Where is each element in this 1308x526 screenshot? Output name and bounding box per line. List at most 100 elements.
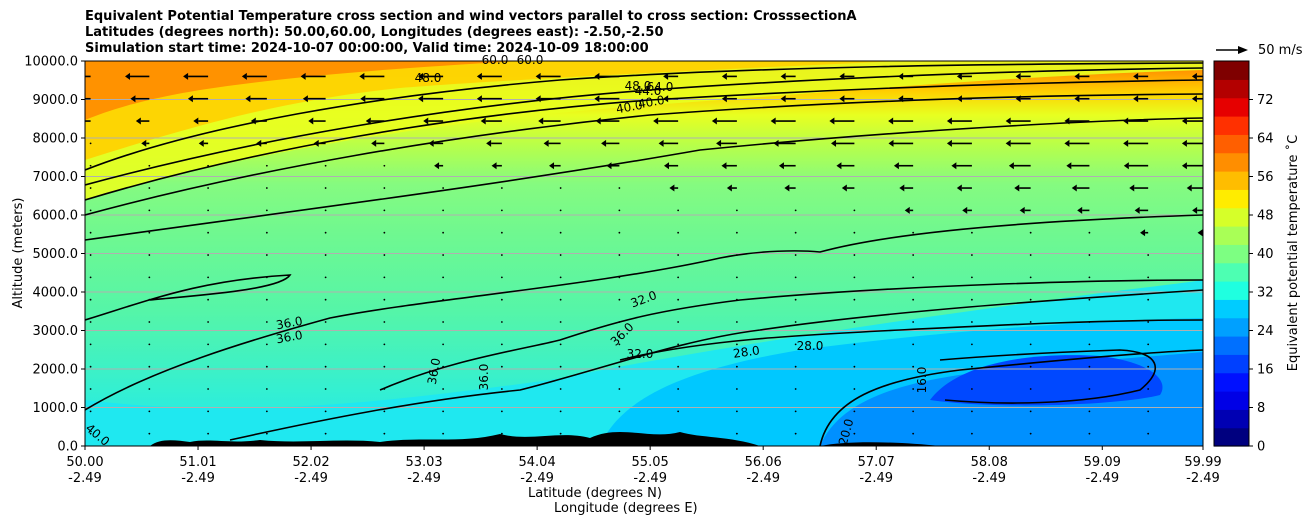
wind-vector [794,276,797,279]
wind-vector [1029,388,1032,390]
wind-vector-head [245,95,251,103]
wind-vector [207,209,210,212]
colorbar-swatch [1214,61,1249,80]
wind-vector [735,254,738,256]
wind-vector [324,187,327,189]
wind-vector [794,343,797,346]
wind-vector [89,142,92,145]
x-axis-label: Latitude (degrees N) [528,486,662,501]
wind-vector [1206,321,1208,323]
colorbar-swatch [1214,427,1249,447]
colorbar-swatch [1214,152,1249,172]
wind-vector [383,164,386,167]
wind-vector [1147,298,1150,301]
wind-vector-head [183,72,189,80]
y-axis: 0.0 1000.0 2000.0 3000.0 4000.0 5000.0 6000.0 7… [24,55,85,455]
wind-vector-head [365,117,371,125]
wind-vector-head [1140,229,1146,237]
wind-vector-head [141,139,147,147]
y-tick-label: 10000.0 [24,55,78,70]
wind-vector [677,365,680,368]
colorbar-swatch [1214,134,1249,154]
wind-vector-head [1014,184,1020,192]
contour-label: 28.0 [732,343,760,361]
wind-vector [383,321,386,323]
colorbar-tick-label: 64 [1257,132,1274,147]
wind-vector [1088,365,1091,368]
wind-vectors [85,72,1208,435]
wind-vector [618,298,621,301]
wind-vector-head [125,72,131,80]
wind-vector-head [669,184,675,192]
wind-vector-head [486,139,492,147]
wind-vector-head [831,139,837,147]
wind-vector-head [663,95,669,103]
wind-vector-head [606,162,612,170]
wind-vector [618,388,621,390]
wind-vector-head [371,139,377,147]
colorbar-swatch [1214,409,1249,429]
wind-vector [500,410,503,413]
wind-vector [89,276,92,279]
wind-vector-head [839,95,845,103]
wind-vector [618,365,621,368]
wind-vector [1029,343,1032,346]
wind-vector [1088,298,1091,301]
wind-vector [559,388,562,390]
wind-vector [794,321,797,323]
x-tick-label-lat: 53.03 [405,455,442,470]
wind-vector [794,388,797,390]
wind-vector-head [1077,206,1083,214]
wind-vector-head [418,72,424,80]
wind-vector [89,209,92,212]
wind-vector [559,187,562,189]
colorbar-tick-label: 24 [1257,324,1274,339]
contour-label: 36.0 [275,328,304,346]
y-tick-label: 4000.0 [33,286,79,301]
wind-vector [324,298,327,301]
vector-key-label: 50 m/s [1258,43,1303,58]
wind-vector [853,209,856,212]
warm-region-core [85,61,900,160]
wind-vector [971,231,973,234]
wind-vector [442,388,445,390]
wind-vector-head [1066,162,1072,170]
wind-vector [442,365,445,368]
wind-vector [265,343,268,346]
wind-vector-head [841,184,847,192]
x-tick-label-lat: 52.02 [292,455,329,470]
wind-vector [265,209,268,212]
wind-vector [735,410,738,413]
wind-vector-head [1005,139,1011,147]
wind-vector [324,388,327,390]
wind-vector [1088,343,1091,346]
wind-vector [1206,276,1208,278]
x-tick-label-lat: 59.09 [1084,455,1121,470]
wind-vector [207,231,210,234]
wind-vector [207,321,210,323]
wind-vector [89,343,92,346]
wind-vector [677,276,680,279]
wind-vector [1029,410,1032,413]
x-tick-label-lon: -2.49 [520,471,554,486]
wind-vector [383,254,386,256]
wind-vector [559,432,562,435]
wind-vector-head [946,139,952,147]
wind-vector [971,321,973,323]
wind-vector [148,388,151,390]
chart-title-line-1: Equivalent Potential Temperature cross s… [85,9,857,24]
colorbar-swatch [1214,226,1249,245]
wind-vector [1206,343,1208,345]
colorbar-swatch [1214,189,1249,209]
wind-vector-head [726,184,732,192]
wind-vector-head [135,117,141,125]
wind-vector [1088,410,1091,413]
wind-vector [148,187,151,189]
wind-vector-head [956,72,962,80]
wind-vector-head [1123,139,1129,147]
wind-vector-head [721,95,727,103]
wind-vector [383,343,386,346]
contour-label: 48.0 [415,71,442,85]
colorbar-label: Equivalent potential temperature ˚C [1285,135,1301,371]
colorbar-swatch [1214,262,1249,282]
